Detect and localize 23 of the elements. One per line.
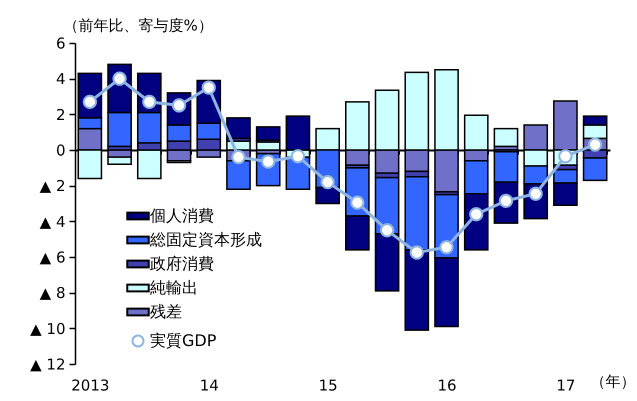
- x-axis-title: （年）: [590, 372, 636, 390]
- y-tick-label: ▲ 4: [40, 212, 66, 231]
- x-tick-label: 2013: [71, 376, 110, 394]
- legend-label: 実質GDP: [150, 331, 217, 350]
- x-tick-label: 14: [200, 376, 219, 394]
- y-tick-label: 6: [56, 34, 66, 52]
- legend-label: 総固定資本形成: [149, 230, 262, 249]
- x-tick-label: 16: [437, 376, 457, 394]
- legend-label: 政府消費: [150, 254, 214, 273]
- x-tick-label: 17: [556, 376, 576, 394]
- y-tick-label: ▲ 8: [40, 284, 66, 302]
- y-tick-label: ▲ 6: [40, 248, 66, 266]
- y-tick-label: ▲ 2: [40, 177, 66, 196]
- y-tick-label: 4: [56, 70, 66, 88]
- x-tick-label: 15: [318, 376, 338, 394]
- legend-label: 純輸出: [150, 278, 198, 297]
- y-tick-label: ▲ 10: [30, 320, 66, 338]
- y-tick-label: 2: [56, 106, 66, 124]
- y-tick-label: ▲ 12: [30, 356, 66, 374]
- legend-label: 個人消費: [150, 206, 214, 225]
- legend-label: 残差: [150, 302, 182, 321]
- y-axis-title: （前年比、寄与度%）: [64, 16, 213, 34]
- y-tick-label: 0: [56, 142, 66, 160]
